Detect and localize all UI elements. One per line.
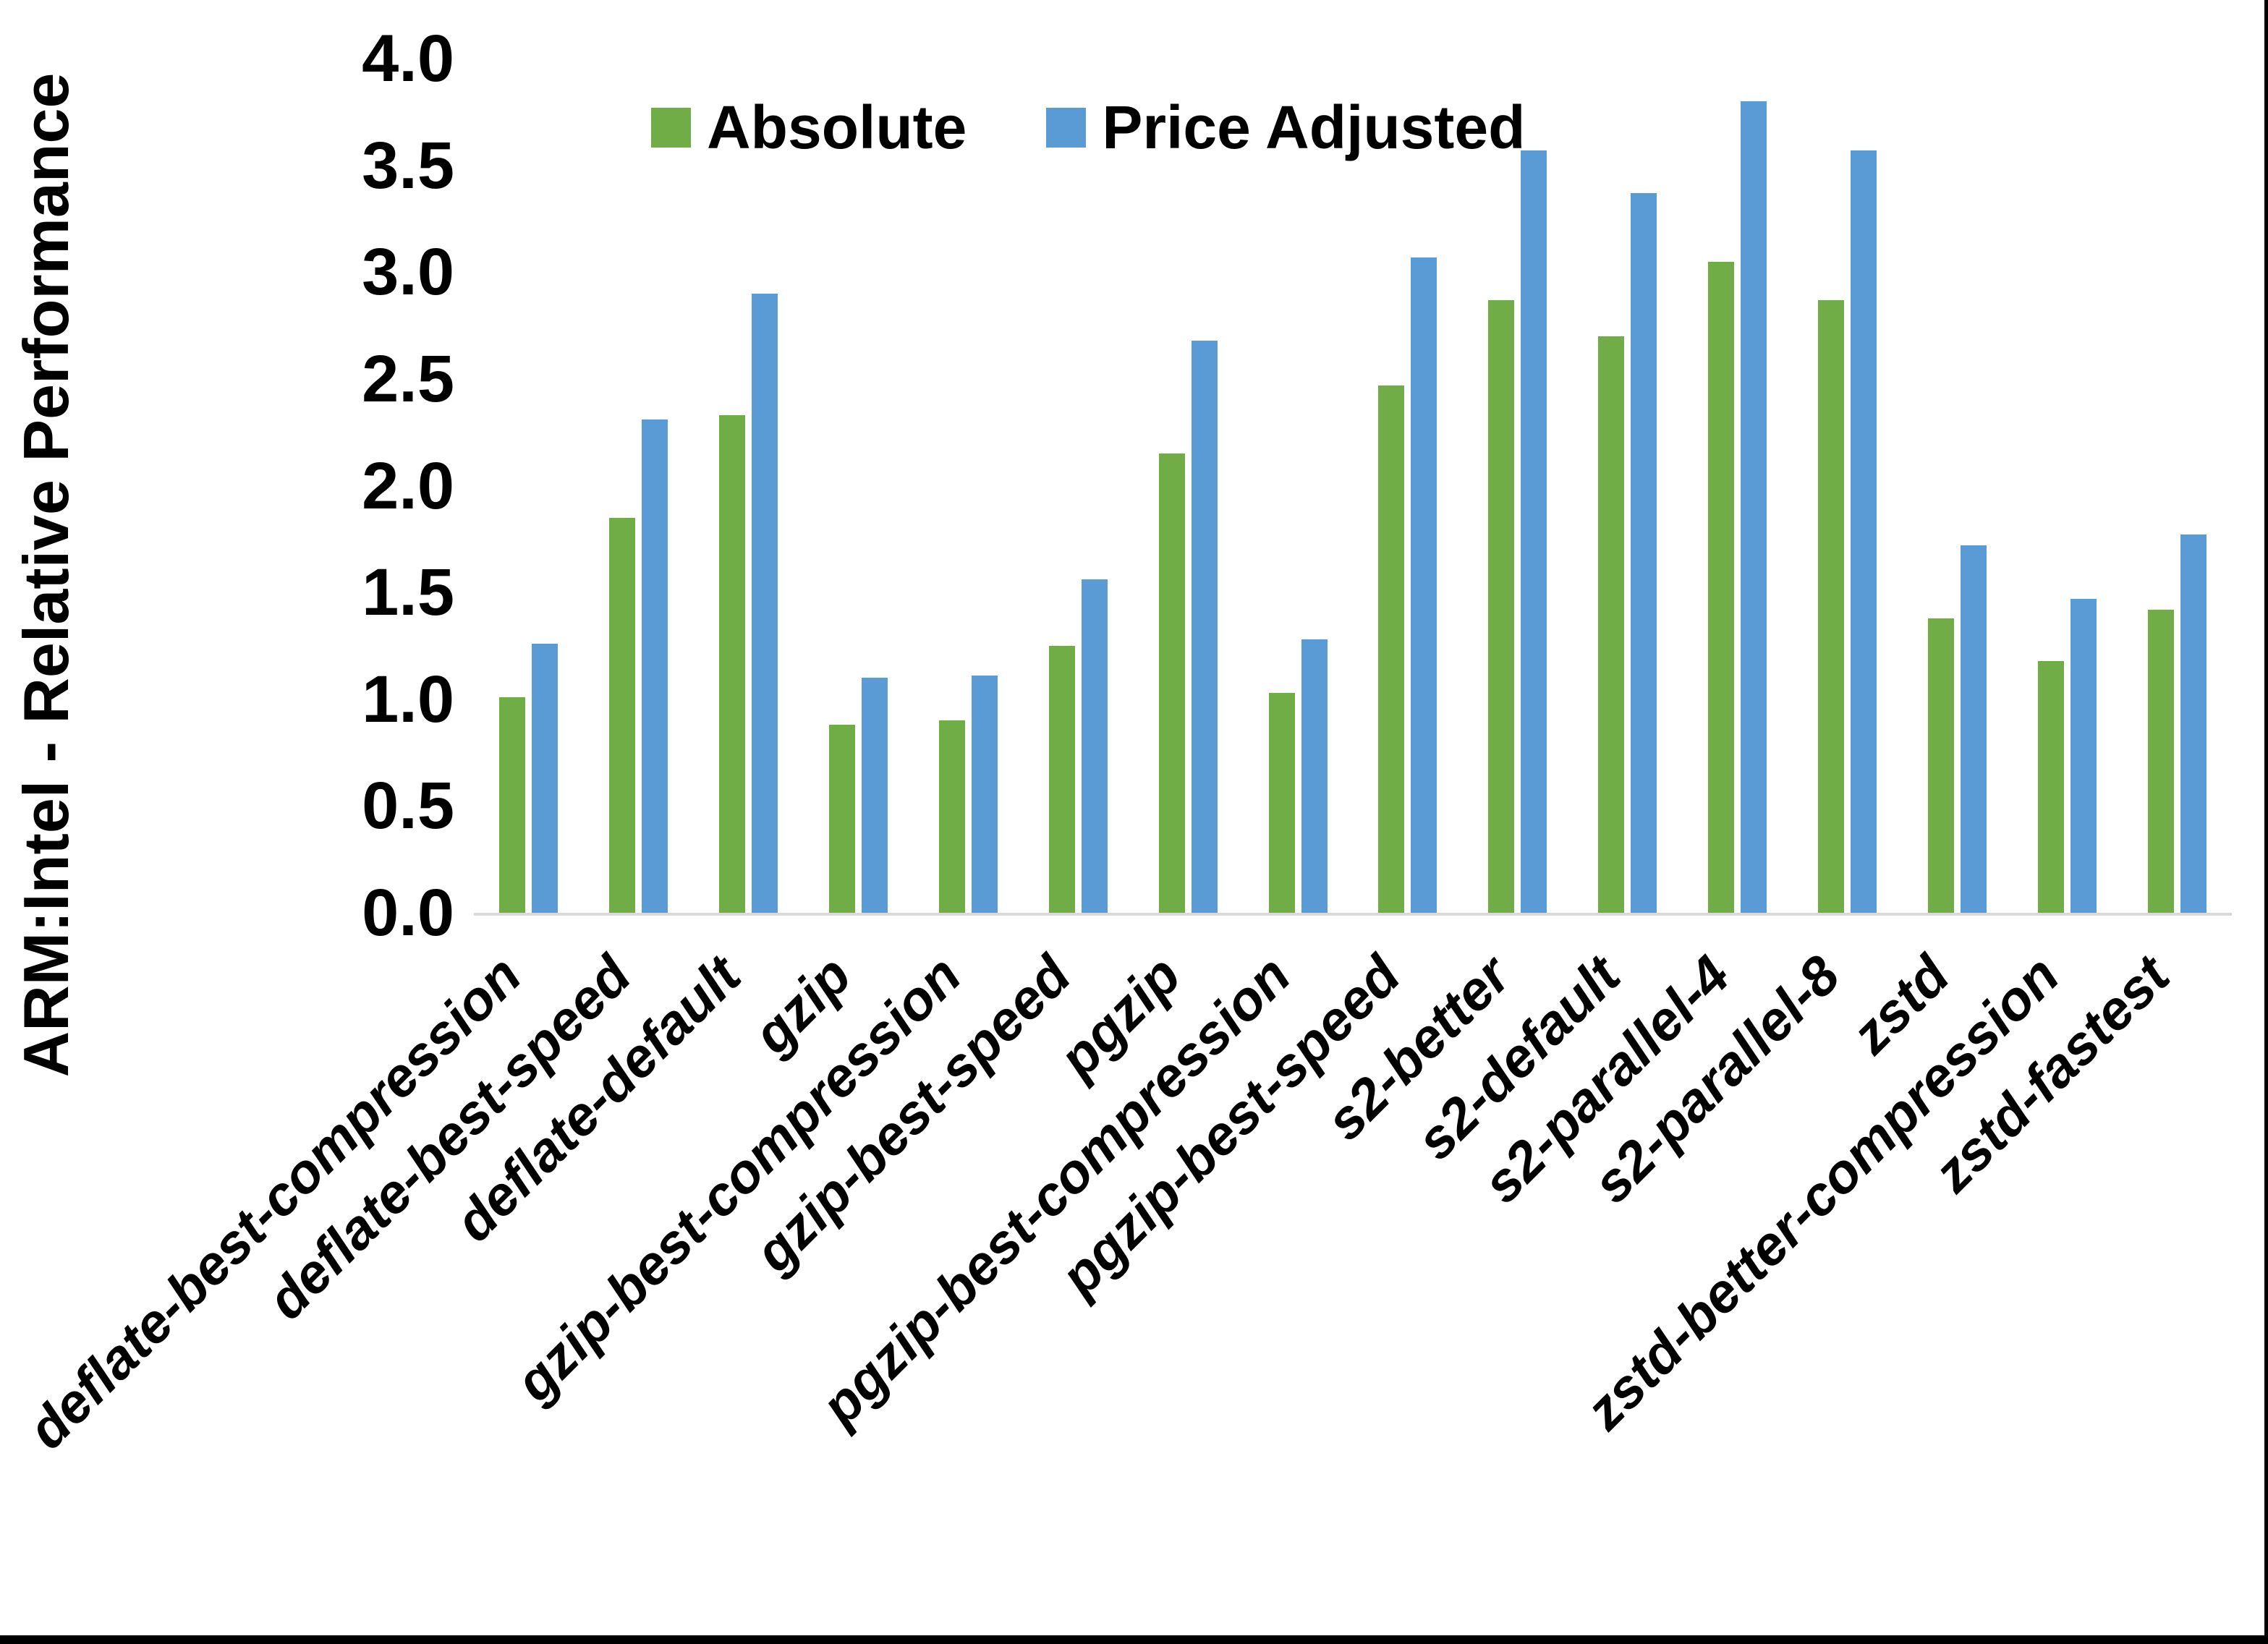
bar-absolute — [829, 725, 856, 913]
bar-price-adjusted — [862, 678, 888, 913]
bar-group-deflate-best-compression — [474, 59, 584, 913]
bar-group-zstd-better-compression — [2012, 59, 2122, 913]
bar-absolute — [1488, 299, 1515, 913]
bar-absolute — [2147, 609, 2174, 913]
legend-swatch-icon — [651, 108, 691, 148]
bar-absolute — [1158, 453, 1185, 913]
legend-swatch-icon — [1046, 108, 1087, 148]
bar-price-adjusted — [642, 419, 668, 913]
bar-price-adjusted — [1411, 257, 1437, 913]
bar-absolute — [499, 697, 526, 913]
bar-absolute — [1378, 385, 1405, 913]
bar-group-s2-default — [1573, 59, 1683, 913]
legend-item-price-adjusted: Price Adjusted — [1046, 93, 1525, 163]
bar-group-zstd-fastest — [2122, 59, 2232, 913]
bar-absolute — [1598, 336, 1625, 913]
bar-absolute — [609, 517, 636, 913]
bar-group-deflate-best-speed — [584, 59, 694, 913]
y-tick-label: 1.0 — [362, 662, 454, 736]
bar-absolute — [2037, 660, 2064, 913]
bar-absolute — [1708, 261, 1735, 913]
bar-group-pgzip — [1133, 59, 1243, 913]
bar-price-adjusted — [1960, 545, 1987, 913]
bar-absolute — [1048, 645, 1075, 913]
bar-group-pgzip-best-compression — [1243, 59, 1353, 913]
bar-price-adjusted — [532, 644, 558, 913]
bar-group-zstd — [1902, 59, 2012, 913]
bar-price-adjusted — [971, 676, 998, 913]
bar-price-adjusted — [1521, 150, 1547, 913]
bar-group-s2-better — [1463, 59, 1573, 913]
y-tick-label: 3.5 — [362, 128, 454, 203]
legend-item-absolute: Absolute — [651, 93, 967, 163]
bar-group-s2-parallel-8 — [1793, 59, 1903, 913]
bar-price-adjusted — [1850, 150, 1877, 913]
y-tick-label: 0.0 — [362, 876, 454, 950]
bar-price-adjusted — [1301, 639, 1328, 913]
y-tick-label: 2.0 — [362, 448, 454, 523]
y-tick-label: 3.0 — [362, 235, 454, 310]
bar-absolute — [719, 415, 746, 913]
bar-price-adjusted — [1191, 340, 1218, 913]
y-tick-label: 1.5 — [362, 555, 454, 630]
bar-group-pgzip-best-speed — [1353, 59, 1463, 913]
bar-absolute — [1817, 299, 1844, 913]
bar-group-s2-parallel-4 — [1683, 59, 1793, 913]
bar-price-adjusted — [2070, 598, 2097, 913]
bar-price-adjusted — [1741, 101, 1767, 913]
legend-label: Absolute — [707, 93, 967, 161]
bar-group-gzip — [804, 59, 914, 913]
bar-group-gzip-best-compression — [914, 59, 1024, 913]
bar-group-gzip-best-speed — [1023, 59, 1133, 913]
bar-price-adjusted — [1631, 193, 1657, 913]
bar-group-deflate-default — [694, 59, 804, 913]
bar-absolute — [1927, 618, 1954, 913]
bar-price-adjusted — [2180, 534, 2207, 913]
bar-price-adjusted — [1081, 579, 1108, 913]
legend: Absolute Price Adjusted — [651, 93, 1525, 163]
y-tick-label: 0.5 — [362, 769, 454, 843]
bar-absolute — [1268, 692, 1295, 913]
legend-label: Price Adjusted — [1102, 93, 1526, 161]
bar-absolute — [938, 720, 965, 913]
y-tick-label: 4.0 — [362, 22, 454, 95]
bar-price-adjusted — [752, 293, 778, 913]
plot-area — [474, 59, 2232, 916]
y-tick-label: 2.5 — [362, 341, 454, 416]
